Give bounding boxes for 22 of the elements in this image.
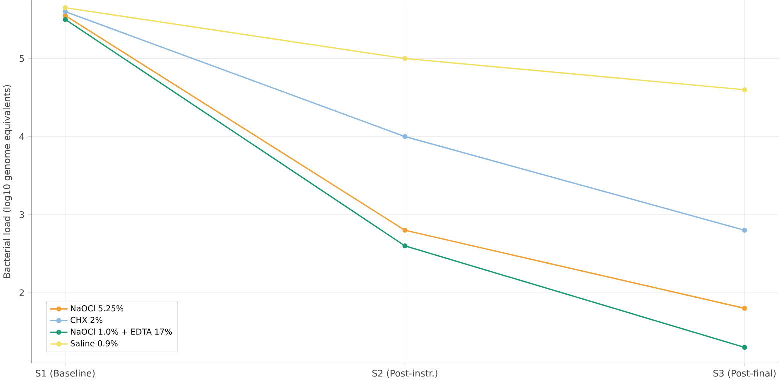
point: [402, 134, 408, 140]
y-tick-label: 4: [20, 133, 24, 140]
point: [402, 243, 408, 248]
point: [402, 56, 408, 62]
y-axis-title: Bacterial load (log10 genome equivalents): [3, 85, 12, 278]
y-tick-label: 2: [20, 289, 24, 296]
point: [63, 5, 68, 10]
point: [742, 87, 748, 92]
x-tick-label: S3 (Post-final): [714, 370, 776, 378]
legend-label: NaOCl 1.0% + EDTA 17%: [71, 328, 172, 335]
y-tick-label: 3: [20, 211, 24, 218]
point: [742, 306, 748, 311]
point: [63, 17, 68, 22]
point: [402, 228, 408, 233]
point: [742, 344, 748, 350]
point: [742, 228, 748, 233]
y-tick-label: 5: [20, 55, 24, 62]
x-tick-label: S2 (Post-instr.): [372, 370, 438, 378]
legend-label: NaOCl 5.25%: [71, 305, 124, 312]
x-tick-label: S1 (Baseline): [36, 370, 95, 378]
legend-label: Saline 0.9%: [70, 340, 118, 347]
legend-label: CHX 2%: [70, 316, 103, 324]
